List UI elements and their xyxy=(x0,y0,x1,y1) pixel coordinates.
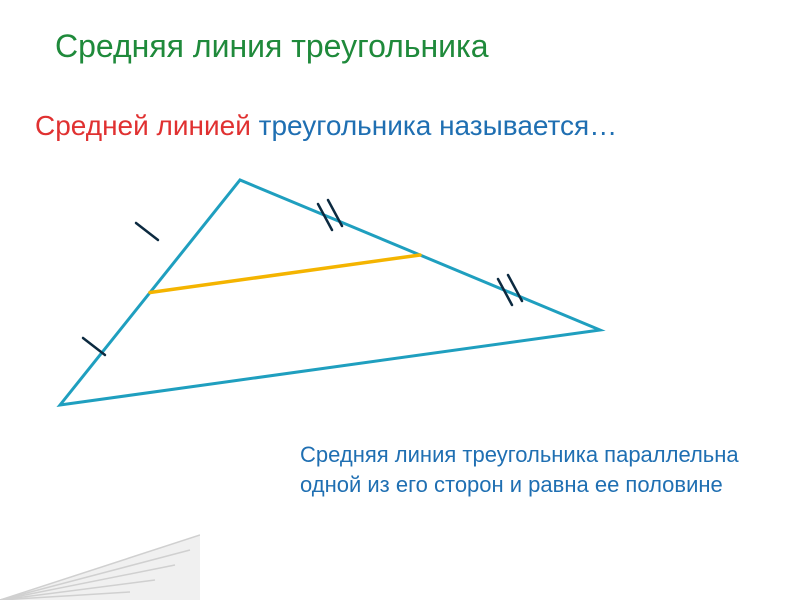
triangle-group xyxy=(60,180,600,405)
definition-line: Средней линией треугольника называется… xyxy=(35,110,617,142)
definition-rest: треугольника называется… xyxy=(259,110,618,141)
definition-highlight: Средней линией xyxy=(35,110,259,141)
title-text: Средняя линия треугольника xyxy=(55,28,489,64)
corner-group xyxy=(0,535,200,600)
corner-svg xyxy=(0,510,200,600)
ticks-group xyxy=(83,200,522,355)
corner-decoration xyxy=(0,510,200,600)
property-text: Средняя линия треугольника параллельна о… xyxy=(300,440,740,499)
page-title: Средняя линия треугольника xyxy=(55,28,489,65)
property-content: Средняя линия треугольника параллельна о… xyxy=(300,442,739,497)
triangle-svg xyxy=(20,160,640,420)
triangle-figure xyxy=(20,160,640,420)
midline-group xyxy=(150,255,420,293)
